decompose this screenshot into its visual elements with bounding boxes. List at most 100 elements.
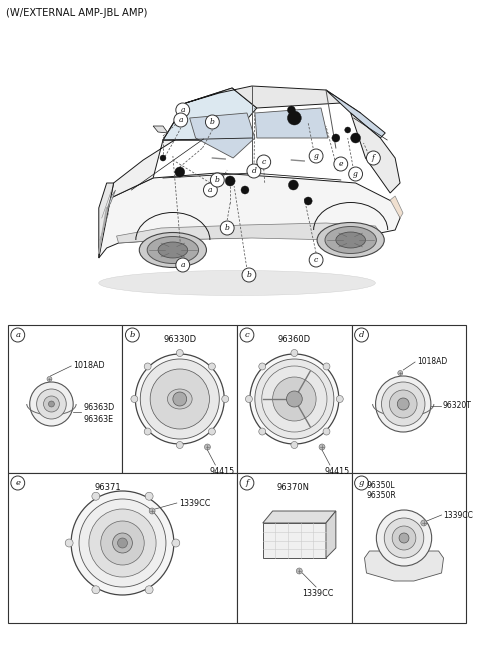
Polygon shape <box>153 126 168 133</box>
Circle shape <box>11 328 24 342</box>
Text: e: e <box>338 160 343 168</box>
Polygon shape <box>99 183 114 258</box>
Bar <box>237 325 352 473</box>
Circle shape <box>288 111 301 125</box>
Circle shape <box>89 509 156 577</box>
Polygon shape <box>263 523 326 558</box>
Circle shape <box>309 253 323 267</box>
Text: 1018AD: 1018AD <box>73 362 105 371</box>
Circle shape <box>241 186 249 194</box>
Text: b: b <box>210 118 215 126</box>
Circle shape <box>245 395 252 402</box>
Circle shape <box>259 428 266 435</box>
Bar <box>352 473 466 623</box>
Circle shape <box>92 586 100 594</box>
Circle shape <box>397 398 409 410</box>
Text: a: a <box>180 106 185 114</box>
Circle shape <box>11 476 24 490</box>
Text: a: a <box>15 331 20 339</box>
Ellipse shape <box>325 227 376 253</box>
Circle shape <box>225 176 235 186</box>
Circle shape <box>351 133 360 143</box>
Circle shape <box>125 328 139 342</box>
Circle shape <box>176 441 183 448</box>
Circle shape <box>319 444 325 450</box>
Circle shape <box>287 391 302 407</box>
Circle shape <box>334 157 348 171</box>
Text: c: c <box>262 158 266 166</box>
Text: 96360D: 96360D <box>278 334 311 343</box>
Circle shape <box>44 396 60 412</box>
Circle shape <box>291 441 298 448</box>
Circle shape <box>36 389 66 419</box>
Polygon shape <box>351 113 400 193</box>
Text: c: c <box>314 256 318 264</box>
Text: 96363E: 96363E <box>83 415 113 424</box>
Circle shape <box>309 149 323 163</box>
Circle shape <box>398 371 403 375</box>
Ellipse shape <box>158 242 188 258</box>
Circle shape <box>323 428 330 435</box>
Circle shape <box>421 520 427 526</box>
Text: d: d <box>252 167 256 175</box>
Circle shape <box>65 539 73 547</box>
Circle shape <box>145 492 153 500</box>
Bar <box>8 325 122 473</box>
Ellipse shape <box>317 222 384 257</box>
Text: g: g <box>359 479 364 487</box>
Polygon shape <box>107 190 116 210</box>
Polygon shape <box>117 223 380 243</box>
Polygon shape <box>163 88 257 140</box>
Circle shape <box>291 349 298 356</box>
Circle shape <box>149 508 155 514</box>
Circle shape <box>140 359 219 439</box>
Circle shape <box>389 390 417 418</box>
Circle shape <box>175 167 185 177</box>
Circle shape <box>30 382 73 426</box>
Text: e: e <box>15 479 20 487</box>
Circle shape <box>118 538 127 548</box>
Text: 96320T: 96320T <box>443 402 472 410</box>
Text: 94415: 94415 <box>209 467 235 476</box>
Polygon shape <box>186 86 360 113</box>
Text: g: g <box>353 170 358 178</box>
Text: 1339CC: 1339CC <box>444 511 473 520</box>
Ellipse shape <box>147 237 199 264</box>
Bar <box>122 325 237 473</box>
Circle shape <box>71 491 174 595</box>
Polygon shape <box>326 511 336 558</box>
Ellipse shape <box>168 389 192 409</box>
Circle shape <box>399 533 409 543</box>
Text: 1339CC: 1339CC <box>302 588 334 597</box>
Circle shape <box>204 183 217 197</box>
Circle shape <box>355 476 369 490</box>
Circle shape <box>247 164 261 178</box>
Circle shape <box>366 151 380 165</box>
Text: g: g <box>313 152 319 160</box>
Text: a: a <box>179 116 183 124</box>
Polygon shape <box>190 113 255 158</box>
Text: f: f <box>245 479 249 487</box>
Circle shape <box>382 382 425 426</box>
Text: b: b <box>225 224 229 232</box>
Circle shape <box>242 268 256 282</box>
Text: 96371: 96371 <box>95 483 121 491</box>
Text: 96370N: 96370N <box>276 483 310 491</box>
Circle shape <box>204 444 210 450</box>
Polygon shape <box>364 551 444 581</box>
Ellipse shape <box>99 270 375 295</box>
Circle shape <box>296 568 302 574</box>
Circle shape <box>205 115 219 129</box>
Circle shape <box>144 363 151 370</box>
Ellipse shape <box>336 232 365 248</box>
Circle shape <box>240 328 254 342</box>
Circle shape <box>113 533 132 553</box>
Circle shape <box>222 395 228 402</box>
Circle shape <box>145 586 153 594</box>
Circle shape <box>304 197 312 205</box>
Text: b: b <box>130 331 135 339</box>
Text: d: d <box>359 331 364 339</box>
Circle shape <box>210 173 224 187</box>
Circle shape <box>176 258 190 272</box>
Text: 96350L: 96350L <box>366 481 395 489</box>
